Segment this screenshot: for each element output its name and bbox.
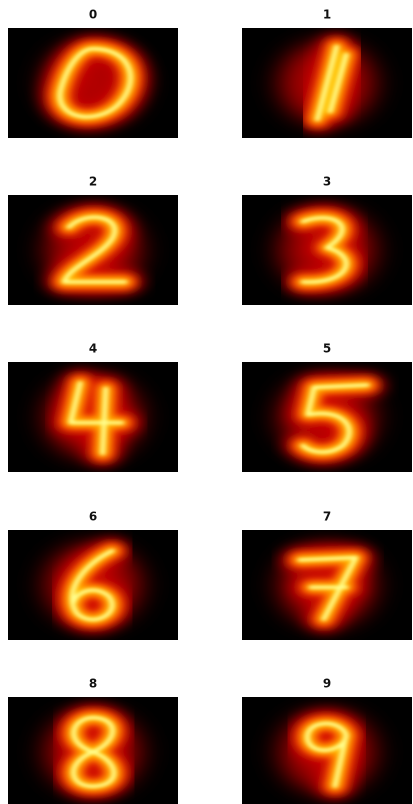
heatmap bbox=[242, 195, 412, 305]
heatmap-image bbox=[45, 376, 141, 458]
heatmap bbox=[242, 28, 412, 138]
panel-title: 0 bbox=[89, 8, 97, 22]
panel-title: 4 bbox=[89, 342, 97, 356]
panel-title: 5 bbox=[323, 342, 331, 356]
heatmap bbox=[8, 362, 178, 472]
panel-title: 3 bbox=[323, 175, 331, 189]
heatmap bbox=[242, 530, 412, 640]
heatmap bbox=[242, 697, 412, 804]
heatmap-image bbox=[279, 711, 375, 793]
heatmap-image bbox=[45, 42, 141, 124]
panel-title: 8 bbox=[89, 677, 97, 691]
panel-title: 7 bbox=[323, 510, 331, 524]
heatmap-image bbox=[279, 42, 375, 124]
heatmap-image bbox=[279, 209, 375, 291]
heatmap bbox=[242, 362, 412, 472]
heatmap bbox=[8, 195, 178, 305]
figure: 0 1 2 3 4 5 6 7 8 9 bbox=[0, 0, 413, 804]
heatmap bbox=[8, 697, 178, 804]
heatmap-image bbox=[279, 376, 375, 458]
heatmap-image bbox=[45, 711, 141, 793]
heatmap bbox=[8, 28, 178, 138]
heatmap-image bbox=[45, 544, 141, 626]
panel-title: 2 bbox=[89, 175, 97, 189]
heatmap bbox=[8, 530, 178, 640]
panel-title: 1 bbox=[323, 8, 331, 22]
heatmap-image bbox=[279, 544, 375, 626]
heatmap-image bbox=[45, 209, 141, 291]
panel-title: 6 bbox=[89, 510, 97, 524]
panel-title: 9 bbox=[323, 677, 331, 691]
